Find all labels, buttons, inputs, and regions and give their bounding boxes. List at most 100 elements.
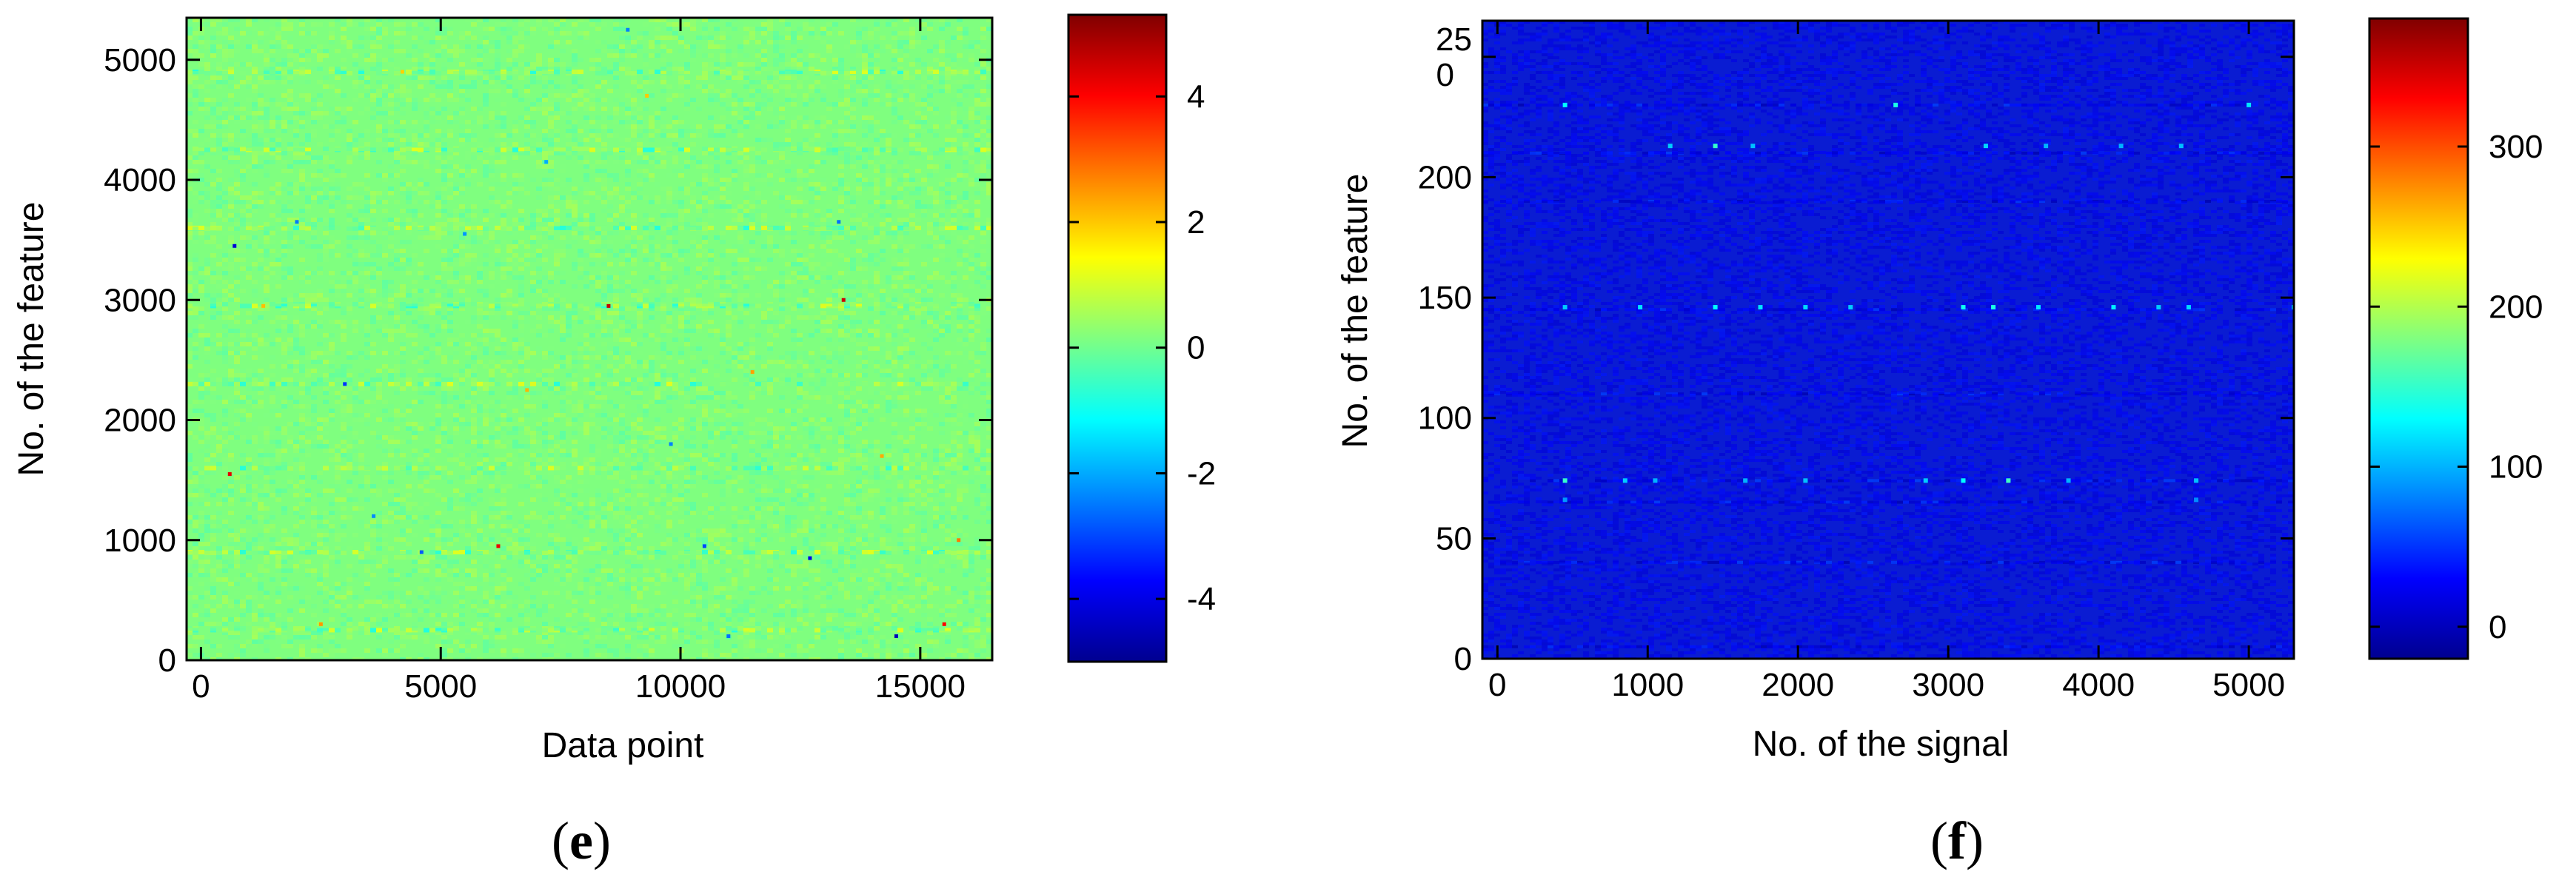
- heatmap-e-noise-cell: [886, 102, 891, 107]
- heatmap-e-noise-cell: [358, 155, 364, 160]
- heatmap-e-band-cell: [240, 549, 246, 554]
- heatmap-e-noise-cell: [412, 298, 418, 302]
- heatmap-e-noise-cell: [737, 320, 743, 324]
- heatmap-e-noise-cell: [548, 244, 554, 249]
- heatmap-e-band-cell: [198, 225, 204, 230]
- heatmap-e-noise-cell: [643, 53, 649, 58]
- heatmap-e-noise-cell: [335, 18, 341, 22]
- heatmap-e-noise-cell: [323, 155, 329, 160]
- heatmap-e-noise-cell: [939, 253, 945, 258]
- heatmap-e-noise-cell: [655, 271, 660, 275]
- heatmap-e-noise-cell: [329, 71, 335, 75]
- heatmap-e-noise-cell: [542, 67, 548, 71]
- heatmap-e-noise-cell: [974, 169, 980, 173]
- heatmap-e-noise-cell: [370, 231, 376, 235]
- heatmap-e-noise-cell: [767, 160, 773, 164]
- heatmap-e-noise-cell: [287, 293, 293, 298]
- heatmap-e-noise-cell: [909, 93, 915, 98]
- heatmap-e-noise-cell: [471, 315, 477, 320]
- heatmap-e-noise-cell: [418, 200, 424, 204]
- heatmap-e-noise-cell: [595, 249, 601, 253]
- heatmap-e-noise-cell: [572, 315, 578, 320]
- heatmap-e-noise-cell: [329, 138, 335, 142]
- heatmap-e-noise-cell: [483, 160, 489, 164]
- heatmap-e-noise-cell: [672, 231, 678, 235]
- heatmap-e-noise-cell: [530, 98, 536, 102]
- heatmap-e-noise-cell: [755, 138, 761, 142]
- heatmap-e-noise-cell: [228, 133, 234, 138]
- heatmap-e-noise-cell: [329, 164, 335, 169]
- heatmap-e-noise-cell: [974, 178, 980, 182]
- heatmap-e-noise-cell: [874, 253, 880, 258]
- heatmap-e-noise-cell: [382, 231, 388, 235]
- heatmap-e-noise-cell: [489, 235, 495, 240]
- heatmap-e-noise-cell: [856, 218, 862, 222]
- heatmap-e-noise-cell: [358, 67, 364, 71]
- heatmap-e-noise-cell: [299, 302, 305, 306]
- heatmap-e-noise-cell: [311, 31, 317, 36]
- heatmap-e-noise-cell: [382, 124, 388, 129]
- heatmap-e-noise-cell: [459, 231, 465, 235]
- heatmap-e-noise-cell: [554, 133, 560, 138]
- heatmap-e-noise-cell: [720, 93, 726, 98]
- heatmap-e-noise-cell: [678, 249, 684, 253]
- heatmap-e-noise-cell: [974, 98, 980, 102]
- heatmap-e-noise-cell: [773, 31, 779, 36]
- heatmap-e-noise-cell: [678, 75, 684, 80]
- heatmap-e-noise-cell: [506, 258, 512, 262]
- heatmap-e-noise-cell: [578, 187, 583, 191]
- heatmap-e-noise-cell: [625, 107, 631, 111]
- heatmap-e-noise-cell: [927, 302, 933, 306]
- heatmap-e-noise-cell: [281, 249, 287, 253]
- heatmap-e-noise-cell: [418, 142, 424, 147]
- heatmap-e-noise-cell: [471, 58, 477, 62]
- heatmap-e-noise-cell: [755, 40, 761, 44]
- heatmap-e-band-cell: [548, 381, 554, 386]
- heatmap-e-noise-cell: [613, 22, 619, 27]
- heatmap-e-band-cell: [660, 466, 666, 471]
- heatmap-e-band-cell: [477, 466, 483, 471]
- heatmap-e-noise-cell: [702, 249, 708, 253]
- heatmap-e-noise-cell: [275, 75, 281, 80]
- heatmap-e-noise-cell: [921, 36, 927, 40]
- heatmap-e-noise-cell: [660, 266, 666, 271]
- heatmap-e-noise-cell: [347, 133, 352, 138]
- heatmap-e-noise-cell: [803, 213, 809, 218]
- heatmap-e-noise-cell: [755, 102, 761, 107]
- heatmap-e-noise-cell: [382, 58, 388, 62]
- heatmap-e-band-cell: [637, 225, 643, 230]
- heatmap-e-noise-cell: [578, 249, 583, 253]
- heatmap-e-noise-cell: [489, 18, 495, 22]
- heatmap-e-noise-cell: [696, 200, 702, 204]
- heatmap-e-noise-cell: [672, 284, 678, 289]
- heatmap-e-noise-cell: [204, 67, 210, 71]
- heatmap-e-noise-cell: [347, 218, 352, 222]
- heatmap-e-noise-cell: [850, 142, 856, 147]
- heatmap-e-noise-cell: [880, 293, 886, 298]
- heatmap-e-band-cell: [838, 70, 844, 75]
- heatmap-e-noise-cell: [524, 187, 530, 191]
- heatmap-e-noise-cell: [749, 222, 755, 226]
- heatmap-e-noise-cell: [945, 258, 951, 262]
- heatmap-e-noise-cell: [465, 155, 471, 160]
- heatmap-e-noise-cell: [341, 107, 347, 111]
- heatmap-e-noise-cell: [767, 258, 773, 262]
- heatmap-e-noise-cell: [364, 18, 370, 22]
- heatmap-e-noise-cell: [418, 84, 424, 89]
- heatmap-e-noise-cell: [909, 213, 915, 218]
- heatmap-e-band-cell: [933, 466, 939, 471]
- heatmap-e-band-cell: [566, 303, 572, 309]
- heatmap-e-noise-cell: [311, 115, 317, 120]
- heatmap-e-noise-cell: [524, 151, 530, 155]
- heatmap-e-noise-cell: [548, 315, 554, 320]
- heatmap-e-band-cell: [767, 466, 773, 471]
- heatmap-e-noise-cell: [708, 98, 714, 102]
- heatmap-e-noise-cell: [726, 36, 732, 40]
- heatmap-e-noise-cell: [986, 142, 992, 147]
- heatmap-e-noise-cell: [595, 27, 601, 31]
- heatmap-e-noise-cell: [649, 315, 655, 320]
- heatmap-e-noise-cell: [358, 302, 364, 306]
- heatmap-e-noise-cell: [187, 284, 193, 289]
- heatmap-e-noise-cell: [216, 302, 222, 306]
- heatmap-e-noise-cell: [891, 178, 897, 182]
